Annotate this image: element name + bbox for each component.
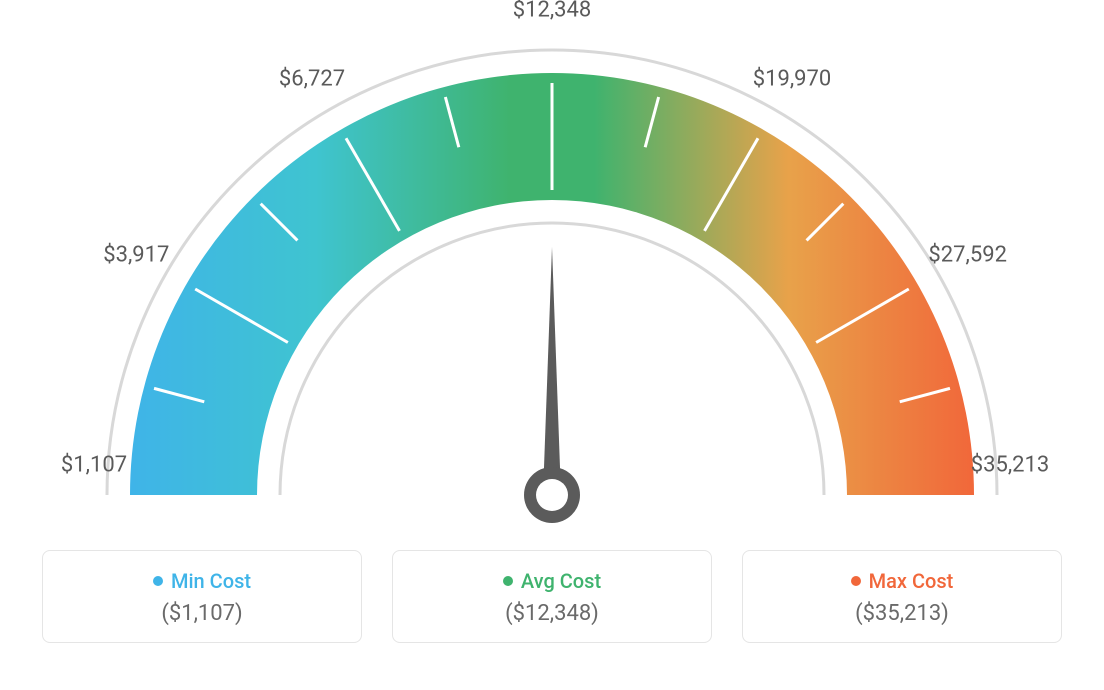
tick-label: $35,213 (971, 453, 1050, 478)
legend-min-value: ($1,107) (63, 601, 341, 626)
tick-label: $6,727 (279, 67, 345, 92)
legend-min-label: Min Cost (153, 569, 251, 593)
tick-label: $19,970 (753, 67, 832, 92)
legend-card-max: Max Cost ($35,213) (742, 550, 1062, 643)
gauge-svg (0, 0, 1104, 560)
needle-pivot-hole (536, 479, 568, 511)
legend-card-avg: Avg Cost ($12,348) (392, 550, 712, 643)
tick-label: $12,348 (513, 0, 592, 23)
legend-avg-label: Avg Cost (503, 569, 601, 593)
legend-row: Min Cost ($1,107) Avg Cost ($12,348) Max… (0, 550, 1104, 643)
tick-label: $27,592 (928, 243, 1007, 268)
legend-card-min: Min Cost ($1,107) (42, 550, 362, 643)
tick-label: $1,107 (61, 453, 127, 478)
legend-avg-value: ($12,348) (413, 601, 691, 626)
legend-max-value: ($35,213) (763, 601, 1041, 626)
gauge-chart: $1,107 $3,917 $6,727 $12,348 $19,970 $27,592 $… (0, 0, 1104, 560)
tick-label: $3,917 (103, 243, 169, 268)
legend-max-label: Max Cost (851, 569, 954, 593)
needle (543, 247, 561, 495)
